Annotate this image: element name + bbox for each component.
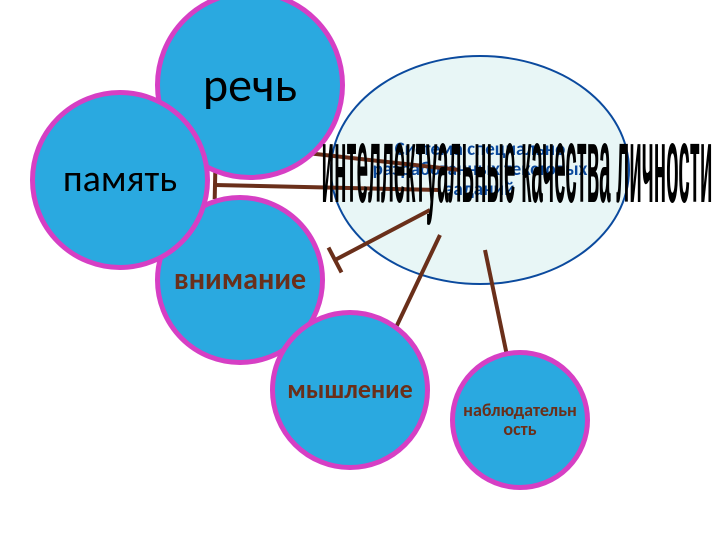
central-node-text: Система специально разработанных текстов… (332, 130, 628, 210)
node-thinking: мышление (270, 310, 430, 470)
node-memory-label: память (55, 160, 185, 200)
central-node: Система специально разработанных текстов… (330, 55, 630, 285)
node-attention-label: внимание (166, 264, 314, 296)
node-observation: наблюдательность (450, 350, 590, 490)
diagram-canvas: Система специально разработанных текстов… (0, 0, 720, 540)
node-observation-label: наблюдательность (455, 401, 585, 439)
node-memory: память (30, 90, 210, 270)
node-thinking-label: мышление (279, 376, 420, 403)
node-speech-label: речь (195, 60, 305, 110)
